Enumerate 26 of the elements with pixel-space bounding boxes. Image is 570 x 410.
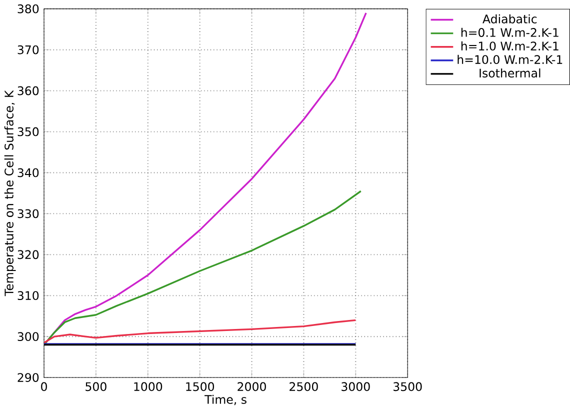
x-tick-label: 3000: [342, 382, 370, 392]
legend-label: h=1.0 W.m-2.K-1: [461, 42, 558, 51]
x-tick-label: 500: [86, 382, 106, 392]
x-tick-label: 1500: [186, 382, 214, 392]
y-tick-label: 310: [18, 291, 39, 300]
line-series: [44, 190, 362, 346]
y-tick-label: 320: [18, 250, 39, 260]
y-tick-label: 340: [18, 168, 39, 178]
text: Adiabatic: [482, 14, 537, 24]
y-tick-label: 350: [18, 128, 39, 136]
y-tick-label: 290: [18, 373, 39, 382]
x-tick-label: 1000: [134, 382, 162, 392]
y-tick-label: 330: [18, 209, 39, 218]
x-tick-label: 2500: [290, 382, 318, 392]
y-tick-label: 370: [18, 46, 39, 54]
y-tick-label: 380: [18, 4, 39, 14]
y-axis-title: Temperature on the Cell Surface, K: [4, 90, 16, 296]
x-tick-label: 2000: [238, 382, 266, 392]
x-axis-title: Time, s: [204, 395, 246, 406]
x-tick-label: 0: [41, 382, 47, 392]
legend-label: h=10.0 W.m-2.K-1: [458, 55, 562, 64]
y-tick-label: 300: [18, 332, 39, 342]
y-tick-label: 360: [18, 86, 39, 96]
legend-label: h=0.1 W.m-2.K-1: [461, 28, 558, 38]
legend-label: Isothermal: [480, 68, 540, 78]
x-tick-label: 3500: [394, 382, 422, 392]
